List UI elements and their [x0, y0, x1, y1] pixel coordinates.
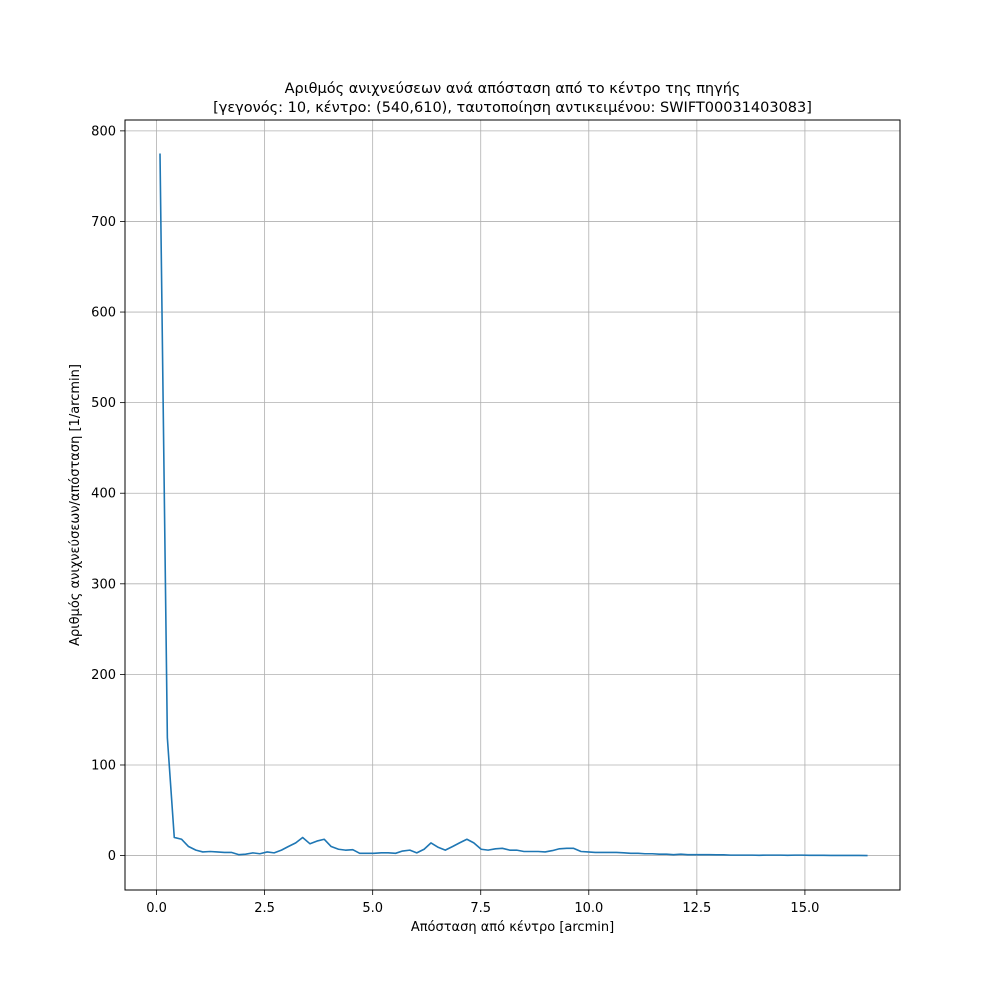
x-tick-label: 7.5 [470, 901, 491, 916]
y-tick-label: 300 [91, 577, 116, 592]
y-tick-label: 100 [91, 758, 116, 773]
y-tick-label: 0 [108, 849, 116, 864]
y-tick-label: 200 [91, 668, 116, 683]
plot-frame [124, 119, 901, 891]
y-tick-label: 800 [91, 124, 116, 139]
x-tick-label: 2.5 [254, 901, 275, 916]
series-line-layer [159, 153, 868, 857]
series-line [159, 153, 868, 857]
y-tick-label: 400 [91, 487, 116, 502]
x-axis-label: Απόσταση από κέντρο [arcmin] [411, 920, 614, 935]
axis-ticks: 0.0 2.5 5.0 7.5 10.0 12.5 15.0 0 100 200 300 400 500… [91, 124, 819, 916]
x-tick-label: 0.0 [146, 901, 167, 916]
grid [125, 120, 900, 890]
x-tick-label: 5.0 [362, 901, 383, 916]
x-tick-label: 12.5 [682, 901, 711, 916]
y-tick-label: 500 [91, 396, 116, 411]
y-tick-label: 700 [91, 215, 116, 230]
y-tick-label: 600 [91, 306, 116, 321]
chart-title-line1: Αριθμός ανιχνεύσεων ανά απόσταση από το … [285, 81, 741, 97]
x-tick-label: 10.0 [574, 901, 603, 916]
chart-title-line2: [γεγονός: 10, κέντρο: (540,610), ταυτοπο… [213, 100, 812, 116]
x-tick-label: 15.0 [790, 901, 819, 916]
y-axis-label: Αριθμός ανιχνεύσεων/απόσταση [1/arcmin] [68, 364, 83, 646]
